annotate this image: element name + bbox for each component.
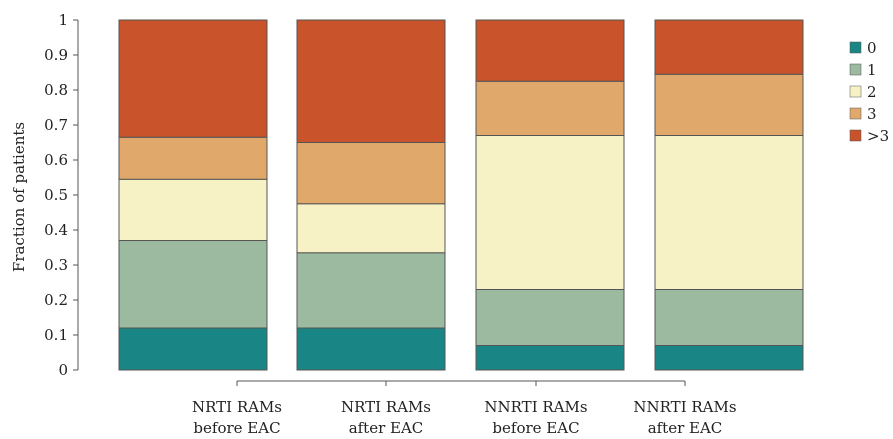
bar-segment-3 (118, 136, 268, 180)
bar-segment-0 (654, 345, 804, 371)
y-axis: 0 0.1 0.2 0.3 0.4 0.5 0.6 0.7 0.8 0.9 1 (44, 11, 79, 379)
bar-segment-gt3 (296, 19, 446, 143)
bar-segment-2 (654, 135, 804, 290)
bar-segment-0 (118, 327, 268, 371)
bar-segment-1 (118, 240, 268, 329)
legend-swatch (849, 107, 862, 120)
bar-segment-gt3 (118, 19, 268, 138)
bar-segment-gt3 (475, 19, 625, 82)
bars (118, 19, 804, 371)
y-tick-label: 0.5 (44, 186, 68, 204)
y-tick-label: 0.8 (44, 81, 68, 99)
x-category-label: NNRTI RAMs (484, 398, 587, 416)
legend-label: 3 (867, 105, 877, 123)
legend-swatch (849, 63, 862, 76)
y-tick-label: 0.1 (44, 326, 68, 344)
legend-label: 0 (867, 39, 877, 57)
bar-segment-3 (475, 80, 625, 136)
bar-segment-2 (118, 178, 268, 241)
bar-segment-1 (475, 289, 625, 346)
bar-segment-0 (475, 345, 625, 371)
y-tick-label: 1 (58, 11, 68, 29)
x-axis: NRTI RAMs before EAC NRTI RAMs after EAC NNR… (192, 380, 737, 437)
y-tick-label: 0.2 (44, 291, 68, 309)
bar-segment-1 (654, 289, 804, 346)
bar-segment-2 (296, 203, 446, 254)
bar-segment-3 (654, 73, 804, 136)
bar-segment-0 (296, 327, 446, 371)
y-tick-label: 0.7 (44, 116, 68, 134)
legend-label: 2 (867, 83, 877, 101)
legend-swatch (849, 41, 862, 54)
legend-label: 1 (867, 61, 877, 79)
y-tick-label: 0 (58, 361, 68, 379)
y-tick-label: 0.4 (44, 221, 68, 239)
bar-segment-1 (296, 252, 446, 329)
y-axis-label: Fraction of patients (10, 122, 28, 272)
x-category-label: after EAC (349, 419, 424, 437)
y-tick-label: 0.6 (44, 151, 68, 169)
bar-segment-gt3 (654, 19, 804, 75)
y-tick-label: 0.3 (44, 256, 68, 274)
x-category-label: before EAC (193, 419, 280, 437)
legend-swatch (849, 129, 862, 142)
x-category-label: before EAC (492, 419, 579, 437)
y-tick-label: 0.9 (44, 46, 68, 64)
legend-label: >3 (867, 127, 889, 145)
x-category-label: NNRTI RAMs (633, 398, 736, 416)
legend-swatch (849, 85, 862, 98)
x-category-label: after EAC (648, 419, 723, 437)
x-category-label: NRTI RAMs (341, 398, 431, 416)
x-category-label: NRTI RAMs (192, 398, 282, 416)
bar-segment-3 (296, 142, 446, 205)
legend: 0 1 2 3 >3 (849, 39, 889, 145)
bar-segment-2 (475, 135, 625, 290)
